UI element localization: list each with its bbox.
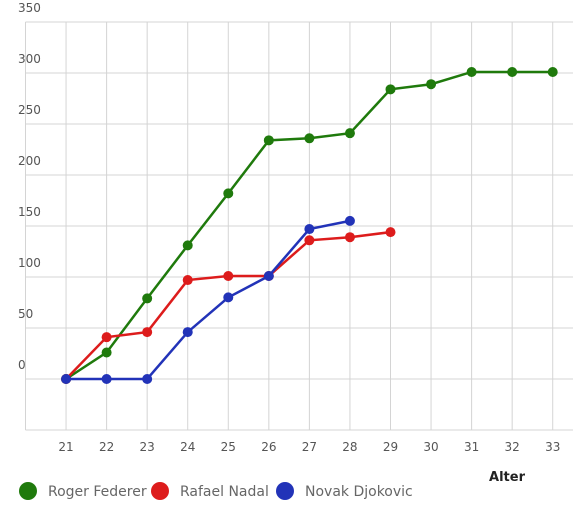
x-tick-label: 31 [464,440,479,454]
data-point [263,135,274,146]
data-point [142,374,153,384]
data-point [101,332,112,343]
data-point [101,374,112,384]
legend-marker [19,482,37,500]
legend-marker [151,482,169,500]
data-point [223,188,234,199]
x-tick-label: 27 [302,440,317,454]
data-point [223,270,234,281]
data-point [142,293,153,304]
x-tick-label: 33 [545,440,560,454]
legend-label: Roger Federer [48,484,147,500]
data-point [466,66,477,77]
data-point [182,240,193,251]
data-point [547,66,558,77]
legend-marker [276,482,294,500]
x-tick-label: 24 [180,440,195,454]
x-tick-label: 26 [261,440,276,454]
x-tick-label: 28 [342,440,357,454]
data-point [385,227,396,238]
data-point [385,84,396,95]
y-tick-label: 0 [18,358,26,372]
y-tick-label: 50 [18,307,33,321]
x-tick-label: 22 [99,440,114,454]
data-point [344,128,355,139]
data-point [182,327,193,338]
y-tick-label: 150 [18,205,41,219]
legend-label: Novak Djokovic [305,484,413,500]
y-tick-label: 100 [18,256,41,270]
data-point [507,66,518,77]
data-point [101,347,112,358]
x-tick-label: 23 [140,440,155,454]
y-tick-label: 300 [18,52,41,66]
data-point [182,275,193,286]
data-point [304,224,315,235]
data-point [263,270,274,281]
data-point [304,235,315,246]
x-tick-label: 32 [505,440,520,454]
legend-label: Rafael Nadal [180,484,269,500]
x-tick-label: 21 [58,440,73,454]
y-tick-label: 200 [18,154,41,168]
data-point [142,327,153,338]
data-point [61,374,72,384]
y-tick-label: 350 [18,1,41,15]
data-point [344,232,355,243]
series-line [66,219,351,381]
y-tick-label: 250 [18,103,41,117]
x-tick-label: 25 [221,440,236,454]
data-point [223,292,234,303]
x-tick-label: 30 [423,440,438,454]
data-point [344,215,355,226]
data-point [304,133,315,144]
x-tick-label: 29 [383,440,398,454]
x-axis-label: Alter [489,470,526,485]
data-point [426,79,437,90]
